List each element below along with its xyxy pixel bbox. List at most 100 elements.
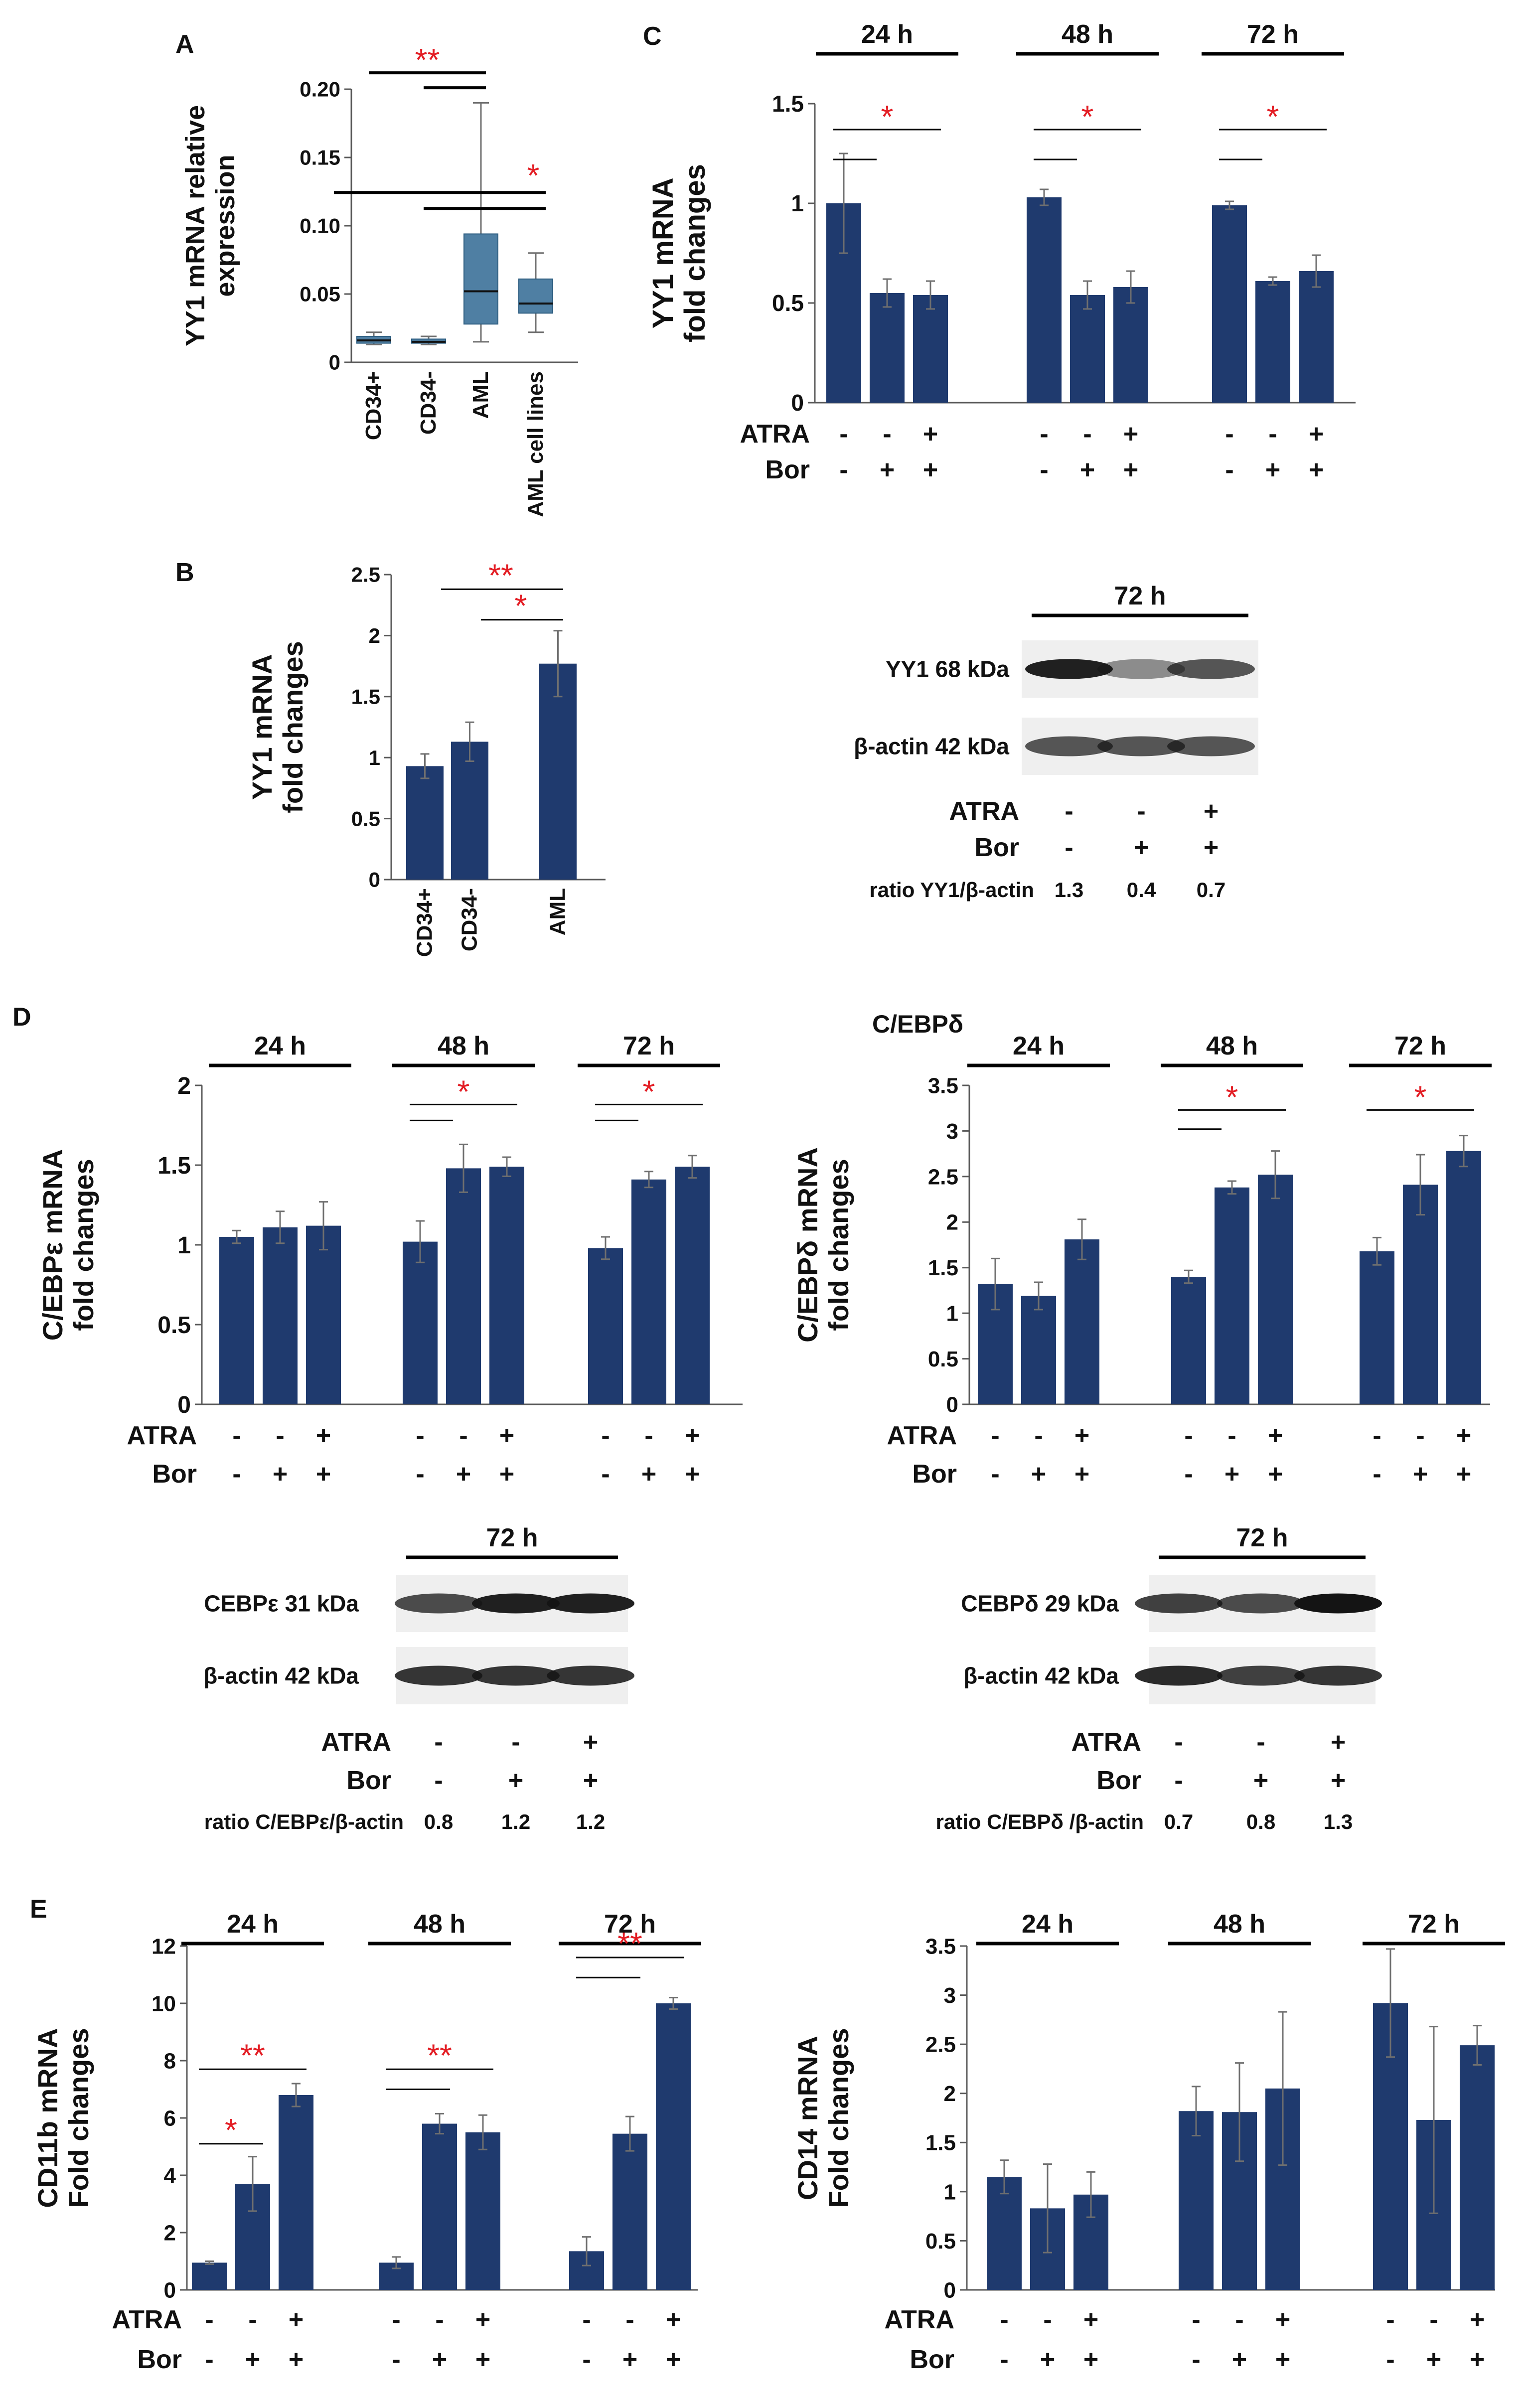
d-right-y-tick-label: 1 — [946, 1302, 958, 1326]
d-left-bor-sign: - — [232, 1460, 241, 1489]
e-left-bor-sign: - — [392, 2345, 400, 2374]
blot-yy1-row-label: β-actin 42 kDa — [854, 734, 1009, 759]
d-right-atra-sign: + — [1456, 1421, 1471, 1450]
blot-yy1-atra-sign: - — [1137, 797, 1145, 826]
blot-cebpe-title: 72 h — [486, 1523, 538, 1552]
e-left-y-tick-label: 4 — [164, 2163, 176, 2188]
blot-cebpd-bor-sign: - — [1174, 1766, 1183, 1795]
c-bar — [1070, 295, 1105, 403]
c-bor-sign: + — [923, 455, 938, 484]
panel-letter-e: E — [30, 1895, 47, 1924]
d-right-bar — [1360, 1251, 1394, 1404]
c-bar — [913, 295, 948, 403]
d-right-atra-sign: - — [1034, 1421, 1043, 1450]
d-left-bar — [263, 1227, 298, 1404]
e-left-y-label-line: Fold changes — [63, 2028, 94, 2208]
c-bar — [1299, 271, 1334, 403]
blot-cebpd-row-label: CEBPδ 29 kDa — [961, 1591, 1119, 1617]
panel-letter-c: C — [643, 22, 662, 51]
d-right-atra-sign: - — [1184, 1421, 1193, 1450]
blot-yy1-band — [1167, 736, 1255, 756]
e-left-group-header: 48 h — [414, 1910, 465, 1939]
d-left-y-tick-label: 2 — [177, 1073, 191, 1099]
c-bar — [1255, 281, 1290, 403]
e-left-bar — [465, 2132, 500, 2290]
b-y-tick-label: 2 — [369, 624, 380, 647]
b-bar — [451, 742, 488, 880]
blot-cebpe-ratio-value: 1.2 — [501, 1810, 530, 1833]
d-left-atra-sign: - — [416, 1421, 424, 1450]
blot-cebpd-band — [1135, 1593, 1222, 1614]
e-left-bor-sign: + — [666, 2345, 681, 2374]
d-left-y-tick-label: 0.5 — [157, 1312, 191, 1339]
d-left-bar — [631, 1179, 666, 1404]
e-left-y-tick-label: 10 — [152, 1991, 176, 2016]
b-y-tick-label: 0 — [369, 868, 380, 892]
e-left-atra-sign: + — [666, 2305, 681, 2334]
e-left-y-tick-label: 6 — [164, 2106, 176, 2130]
e-right-bor-sign: - — [1192, 2345, 1200, 2374]
blot-cebpd-bor-sign: + — [1331, 1766, 1346, 1795]
e-left-atra-sign: - — [248, 2305, 257, 2334]
blot-cebpd-band — [1217, 1593, 1305, 1614]
blot-cebpd-atra-sign: - — [1256, 1728, 1265, 1757]
d-right-bar — [1403, 1185, 1438, 1404]
blot-cebpd-ratio-value: 1.3 — [1324, 1810, 1353, 1833]
blot-cebpe-band — [547, 1593, 634, 1614]
a-category-label: CD34- — [416, 371, 441, 435]
blot-yy1-ratio-label: ratio YY1/β-actin — [869, 878, 1034, 902]
d-left-atra-sign: - — [601, 1421, 610, 1450]
b-bar — [539, 663, 577, 880]
d-right-bor-sign: + — [1224, 1460, 1239, 1489]
blot-cebpd-atra-sign: + — [1331, 1728, 1346, 1757]
d-left-group-header: 48 h — [438, 1032, 489, 1060]
b-y-tick-label: 1.5 — [351, 685, 380, 709]
e-left-atra-sign: - — [435, 2305, 444, 2334]
c-atra-sign: - — [1225, 420, 1233, 449]
b-y-tick-label: 2.5 — [351, 563, 380, 587]
a-category-label: AML cell lines — [523, 371, 548, 517]
blot-yy1-band — [1167, 659, 1255, 679]
c-y-tick-label: 1 — [791, 190, 804, 216]
b-y-tick-label: 1 — [369, 746, 380, 769]
d-right-group-header: 24 h — [1013, 1032, 1065, 1060]
d-right-y-tick-label: 0.5 — [928, 1347, 958, 1371]
d-left-bor-sign: - — [601, 1460, 610, 1489]
blot-cebpe-band — [472, 1593, 560, 1614]
blot-cebpd-band — [1135, 1665, 1222, 1686]
e-left-bor-sign: + — [245, 2345, 260, 2374]
e-left-group-header: 72 h — [604, 1910, 656, 1939]
d-left-bor-sign: + — [456, 1460, 471, 1489]
e-left-atra-sign: - — [392, 2305, 400, 2334]
d-left-y-label: C/EBPε mRNA fold changes — [37, 1149, 99, 1341]
b-category-label: AML — [546, 888, 570, 935]
e-right-y-label-line: CD14 mRNA — [792, 2036, 823, 2200]
c-y-tick-label: 0.5 — [772, 290, 804, 316]
blot-yy1-bor-sign: + — [1134, 833, 1149, 862]
c-atra-sign: + — [923, 420, 938, 449]
b-category-label: CD34- — [458, 888, 482, 951]
e-right-bar — [987, 2177, 1022, 2290]
d-left-sig-star: * — [643, 1073, 655, 1109]
blot-cebpe-ratio-value: 0.8 — [424, 1810, 453, 1833]
blot-cebpe-bor-sign: - — [434, 1766, 443, 1795]
d-left-sig-star: * — [458, 1073, 470, 1109]
e-right-y-tick-label: 3 — [944, 1983, 956, 2008]
c-atra-sign: - — [1268, 420, 1277, 449]
e-left-bar — [192, 2262, 227, 2290]
panel-letter-a: A — [175, 30, 194, 59]
e-right-atra-sign: + — [1275, 2305, 1290, 2334]
d-right-y-tick-label: 2 — [946, 1210, 958, 1235]
d-right-bar — [1258, 1175, 1293, 1404]
d-left-atra-sign: + — [685, 1421, 700, 1450]
blot-cebpe-bor-label: Bor — [346, 1766, 391, 1795]
blot-cebpe-bor-sign: + — [583, 1766, 598, 1795]
d-left-bor-sign: + — [499, 1460, 514, 1489]
d-right-bor-sign: + — [1031, 1460, 1046, 1489]
c-atra-sign: - — [883, 420, 891, 449]
d-right-atra-sign: + — [1074, 1421, 1089, 1450]
a-y-label-line: YY1 mRNA relative — [180, 105, 210, 346]
blot-yy1-bor-sign: - — [1065, 833, 1073, 862]
a-box — [518, 278, 553, 314]
